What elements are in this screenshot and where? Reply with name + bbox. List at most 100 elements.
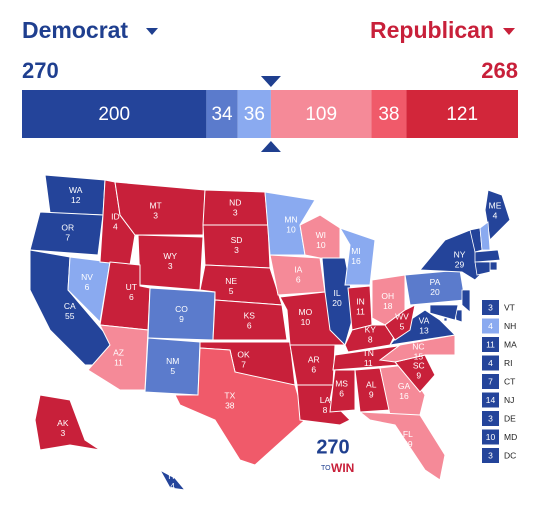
state-abbr: IL	[333, 288, 340, 298]
state[interactable]	[158, 468, 187, 491]
state-ev: 11	[356, 307, 365, 317]
state-ev: 3	[168, 261, 173, 271]
ev-bar: 200 34 36 109 38 121	[22, 76, 518, 152]
state-ev: 5	[229, 286, 234, 296]
state-ev: 3	[488, 450, 493, 460]
state-abbr: MI	[351, 246, 360, 256]
state-ev: 55	[65, 311, 75, 321]
state[interactable]	[484, 189, 511, 242]
state-box[interactable]	[482, 337, 499, 352]
state-box[interactable]	[482, 300, 499, 315]
state-ev: 7	[488, 376, 493, 386]
state-ev: 38	[225, 401, 235, 411]
state-abbr: WA	[69, 185, 83, 195]
state[interactable]	[378, 334, 456, 363]
state-abbr: DC	[504, 450, 516, 460]
state[interactable]	[29, 211, 104, 256]
state-box[interactable]	[482, 448, 499, 463]
threshold-marker	[260, 141, 281, 152]
state-box[interactable]	[482, 374, 499, 389]
republican-menu[interactable]: Republican	[370, 17, 515, 43]
state-ev: 6	[339, 389, 344, 399]
state-abbr: CO	[175, 304, 188, 314]
state-abbr: IA	[294, 264, 302, 274]
segment-label: 200	[98, 104, 130, 125]
state-abbr: NH	[504, 321, 516, 331]
state-ev: 10	[286, 225, 296, 235]
party-label[interactable]: Republican	[370, 17, 494, 43]
state-abbr: CT	[504, 376, 515, 386]
dropdown-arrow[interactable]	[503, 28, 515, 35]
logo: 270 TO WIN	[316, 436, 354, 475]
state[interactable]	[489, 261, 498, 271]
state-abbr: SD	[231, 235, 243, 245]
state-box[interactable]	[482, 429, 499, 445]
bar-segment	[22, 90, 207, 138]
state-box[interactable]	[482, 318, 499, 334]
state-abbr: UT	[126, 282, 137, 292]
party-label[interactable]: Democrat	[22, 17, 128, 43]
state-abbr: MT	[149, 201, 161, 211]
state-box[interactable]	[482, 411, 499, 426]
state-abbr: AK	[57, 418, 69, 428]
state-ev: 6	[85, 282, 90, 292]
state[interactable]	[474, 261, 491, 276]
state-abbr: MD	[504, 432, 517, 442]
map[interactable]: WA12OR7CA55NV6ID4MT3WY3UT6AZ11CO9NM5ND3S…	[29, 174, 511, 491]
state-abbr: MA	[504, 339, 517, 349]
state-abbr: NJ	[504, 395, 514, 405]
state-abbr: KS	[244, 311, 256, 321]
state-abbr: NY	[454, 250, 466, 260]
state-ev: 20	[332, 298, 342, 308]
state-abbr: CA	[64, 301, 76, 311]
state[interactable]	[329, 369, 356, 413]
state-ev: 14	[486, 395, 496, 405]
state-ev: 8	[368, 335, 373, 345]
dropdown-arrow[interactable]	[146, 28, 158, 35]
state-ev: 10	[316, 240, 326, 250]
state[interactable]	[443, 317, 448, 322]
state[interactable]	[174, 347, 306, 466]
state-box[interactable]	[482, 392, 499, 408]
party-total: 268	[481, 58, 518, 83]
state-ev: 5	[170, 366, 175, 376]
state[interactable]	[479, 221, 491, 251]
segment-label: 36	[244, 104, 265, 125]
state-abbr: SC	[413, 360, 425, 370]
state[interactable]	[461, 289, 471, 313]
democrat-menu[interactable]: Democrat	[22, 17, 158, 43]
state-ev: 15	[414, 351, 424, 361]
state-ev: 4	[488, 358, 493, 368]
state-ev: 4	[488, 321, 493, 331]
threshold-marker	[260, 76, 281, 87]
state-ev: 16	[399, 391, 409, 401]
state-abbr: PA	[430, 277, 441, 287]
state-abbr: AZ	[113, 348, 124, 358]
state-ev: 3	[488, 302, 493, 312]
state-box[interactable]	[482, 355, 499, 371]
state-abbr: VA	[419, 315, 430, 325]
bar-segment	[237, 90, 271, 138]
state[interactable]	[212, 299, 288, 341]
state-ev: 6	[129, 292, 134, 302]
state-abbr: VT	[504, 302, 515, 312]
state-ev: 29	[455, 260, 465, 270]
state-abbr: NV	[81, 272, 93, 282]
state[interactable]	[429, 304, 459, 321]
segment-label: 38	[378, 104, 399, 125]
state-ev: 8	[323, 405, 328, 415]
state[interactable]	[358, 411, 446, 481]
state-ev: 16	[351, 256, 361, 266]
state[interactable]	[474, 249, 501, 263]
state[interactable]	[338, 227, 376, 286]
state[interactable]	[384, 304, 416, 341]
state[interactable]	[34, 394, 101, 451]
state-ev: 7	[65, 232, 70, 242]
state-ev: 3	[60, 428, 65, 438]
state-ev: 9	[179, 314, 184, 324]
state-abbr: WI	[316, 230, 326, 240]
state-abbr: IN	[356, 297, 365, 307]
state-abbr: WY	[163, 251, 177, 261]
bar-segment	[406, 90, 518, 138]
state[interactable]	[114, 181, 206, 236]
